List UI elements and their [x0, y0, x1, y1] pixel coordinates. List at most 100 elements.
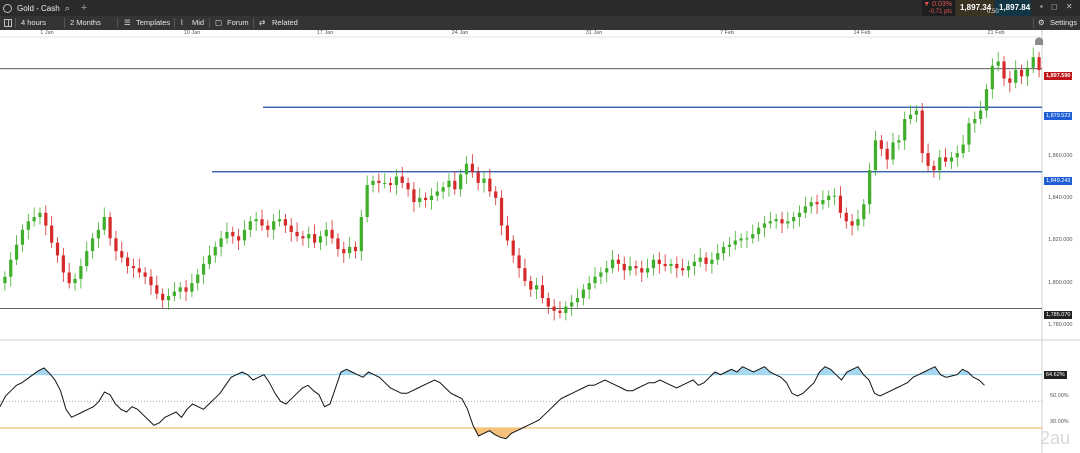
price-change-box: ▼ 0.03% -0.71 pts: [922, 0, 955, 16]
candle-body: [248, 221, 252, 230]
candle-body: [739, 238, 743, 241]
support-line-badge[interactable]: 1,785.070: [1044, 311, 1073, 319]
x-tick-label: 14 Feb: [853, 30, 871, 36]
candle-body: [429, 195, 434, 200]
candle-body: [751, 234, 755, 239]
candle-body: [219, 238, 223, 247]
candle-body: [996, 61, 1000, 66]
templates-button[interactable]: Templates: [136, 18, 171, 27]
candle-body: [529, 280, 533, 290]
add-tab-icon[interactable]: +: [80, 2, 88, 14]
price-tick-label: 1,800.000: [1048, 280, 1073, 286]
candle-body: [605, 268, 609, 273]
settings-button[interactable]: Settings: [1050, 18, 1078, 27]
price-tick-label: 1,860.000: [1048, 153, 1073, 159]
x-tick-label: 24 Jan: [451, 30, 469, 36]
candle-body: [757, 227, 761, 235]
candle-body: [704, 257, 708, 264]
candle-body: [821, 199, 825, 205]
search-icon[interactable]: ⌕: [64, 2, 70, 13]
candle-body: [774, 219, 778, 222]
forum-button[interactable]: Forum: [227, 18, 249, 27]
buy-price: 1,897.84: [999, 3, 1031, 12]
candle-body: [3, 276, 7, 284]
upper-line-badge[interactable]: 1,879.523: [1044, 112, 1073, 120]
candle-body: [50, 225, 54, 243]
change-percent: ▼ 0.03%: [923, 1, 952, 8]
candle-body: [786, 221, 790, 224]
candle-body: [838, 195, 843, 213]
candle-body: [225, 231, 229, 239]
candle-body: [79, 266, 83, 279]
candle-body: [885, 148, 889, 160]
candle-body: [441, 187, 445, 192]
candle-body: [827, 195, 831, 200]
candle-body: [984, 89, 989, 111]
candle-body: [628, 266, 632, 271]
candle-body: [979, 110, 983, 119]
layout-grid-icon[interactable]: [4, 19, 12, 27]
bell-icon: [1035, 37, 1044, 45]
candle-body: [1019, 69, 1024, 77]
lower-line-badge[interactable]: 1,849.243: [1044, 177, 1073, 185]
candle-body: [803, 206, 807, 213]
candle-body: [932, 165, 936, 171]
candle-body: [400, 176, 404, 183]
rsi-tick-label: 30.00%: [1050, 419, 1069, 425]
candle-body: [692, 261, 696, 267]
window-controls[interactable]: ▪ ◻ ✕: [1040, 2, 1076, 11]
candle-body: [517, 255, 521, 269]
candle-body: [914, 110, 918, 115]
candle-body: [383, 182, 387, 184]
candle-body: [96, 229, 101, 239]
candle-body: [470, 163, 474, 173]
chart-toolbar: 4 hours 2 Months ☰ Templates ⌇ Mid ▢ For…: [0, 16, 1080, 30]
candle-body: [137, 268, 141, 273]
candle-body: [587, 283, 591, 290]
candle-body: [90, 238, 95, 252]
rsi-tick-label: 50.00%: [1050, 393, 1069, 399]
candle-body: [336, 238, 340, 250]
range-selector[interactable]: 2 Months: [70, 18, 101, 27]
candle-body: [388, 182, 393, 186]
price-tick-label: 1,780.000: [1048, 322, 1073, 328]
buy-price-button[interactable]: 1,897.84: [995, 0, 1031, 16]
candle-body: [856, 219, 860, 226]
candle-body: [926, 153, 930, 166]
candle-body: [850, 221, 854, 226]
candle-body: [231, 231, 235, 237]
candle-body: [681, 268, 685, 271]
candle-body: [868, 170, 872, 205]
change-points: -0.71 pts: [928, 9, 952, 15]
candle-body: [575, 298, 580, 303]
gear-icon[interactable]: ⚙: [1038, 18, 1045, 27]
candle-body: [201, 263, 206, 275]
candle-body: [669, 263, 673, 267]
timeframe-selector[interactable]: 4 hours: [21, 18, 47, 27]
templates-icon[interactable]: ☰: [124, 18, 131, 27]
mid-icon[interactable]: ⌇: [180, 18, 184, 27]
related-icon[interactable]: ⇄: [259, 18, 266, 27]
sell-price-button[interactable]: 1,897.34: [956, 0, 994, 16]
candle-body: [535, 285, 539, 290]
rsi-value-badge: 64.62%: [1044, 371, 1067, 379]
candle-body: [213, 246, 217, 256]
candle-body: [540, 285, 545, 299]
mid-button[interactable]: Mid: [192, 18, 205, 27]
sell-price: 1,897.34: [960, 3, 992, 12]
candle-body: [990, 65, 994, 90]
candle-body: [879, 140, 883, 149]
candle-body: [570, 302, 574, 307]
candle-body: [260, 219, 264, 226]
candle-body: [844, 212, 848, 222]
x-tick-label: 21 Feb: [987, 30, 1005, 36]
candle-body: [616, 259, 621, 264]
candle-body: [161, 293, 165, 301]
candle-body: [184, 287, 188, 292]
candle-body: [716, 253, 720, 260]
forum-icon[interactable]: ▢: [215, 18, 223, 27]
candle-body: [459, 174, 463, 190]
related-button[interactable]: Related: [272, 18, 298, 27]
candle-body: [762, 223, 767, 228]
